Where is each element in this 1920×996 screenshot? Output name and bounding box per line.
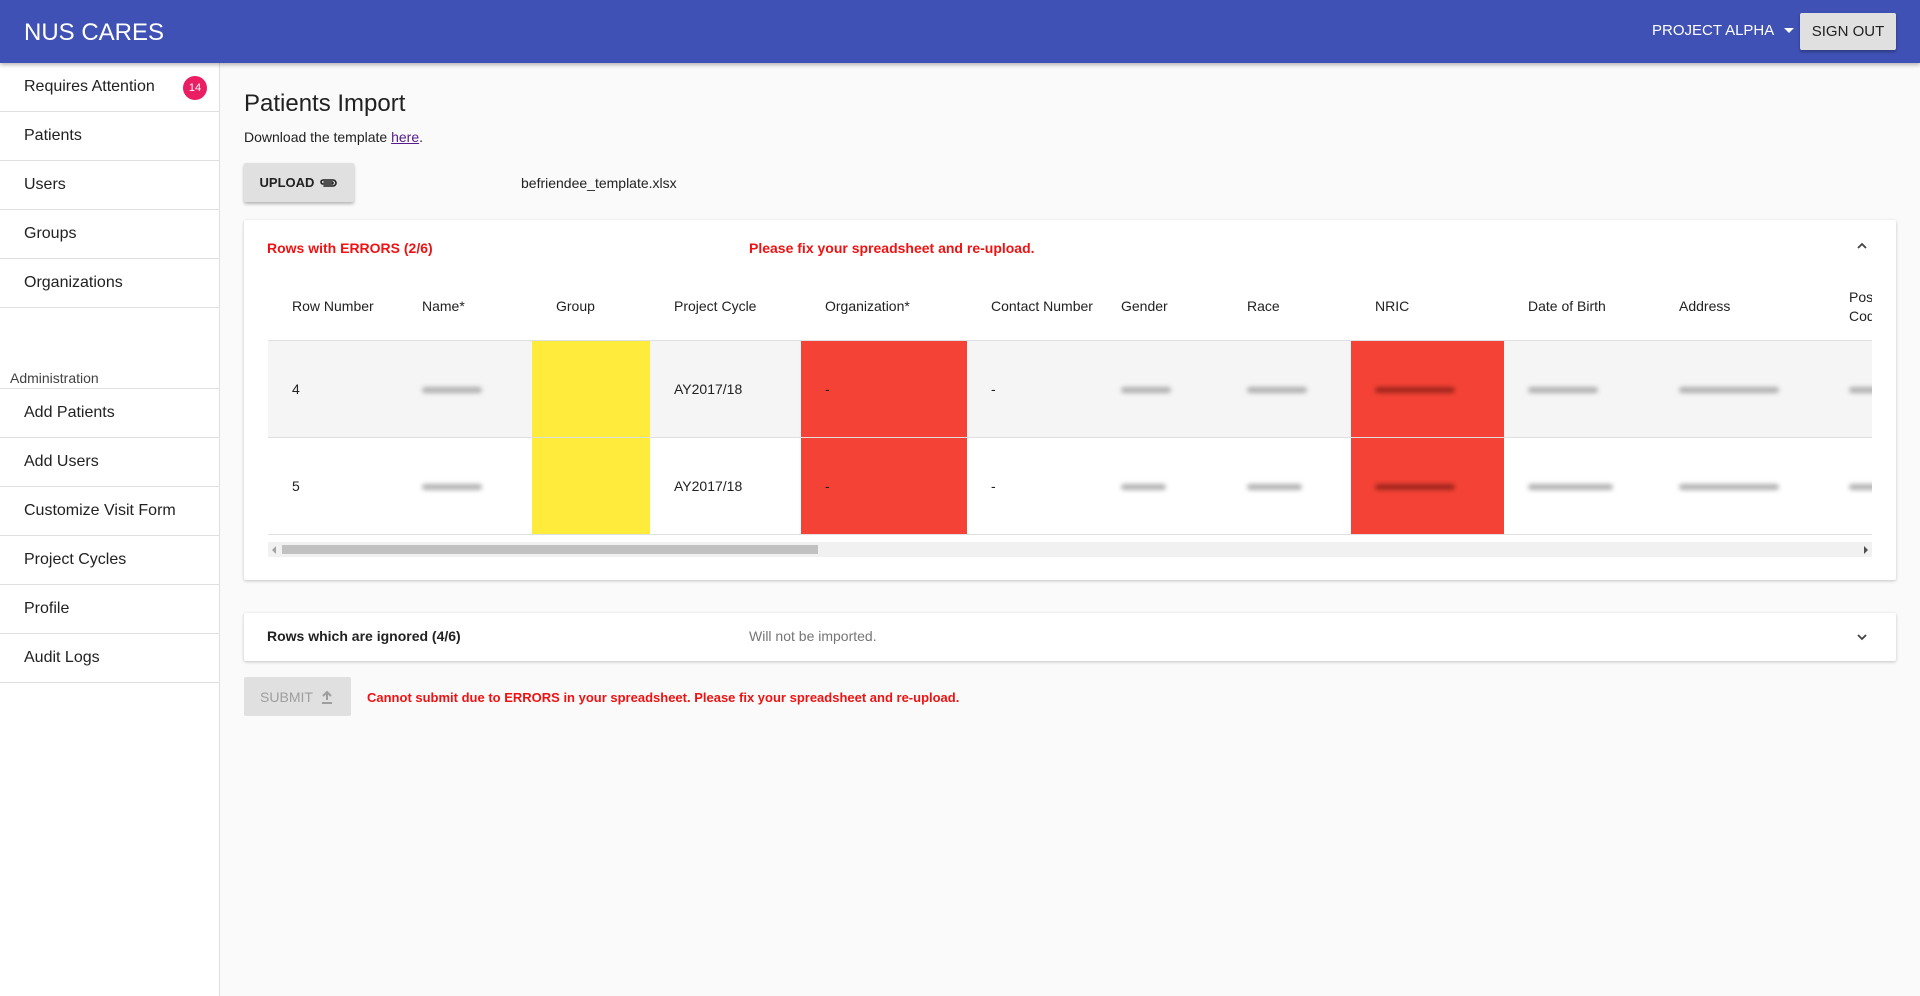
cell-postal-code-redacted [1825,437,1872,535]
project-selector[interactable]: PROJECT ALPHA [1652,22,1795,39]
page-title: Patients Import [244,90,406,117]
cell-group-warning [532,437,650,535]
sidebar-item-add-patients[interactable]: Add Patients [0,389,219,438]
cell-race-redacted [1223,340,1351,438]
cell-contact-number: - [967,340,1097,438]
col-header-date-of-birth: Date of Birth [1504,274,1655,341]
cell-project-cycle: AY2017/18 [650,437,801,535]
attention-count-badge: 14 [183,76,207,100]
sidebar-item-label: Users [24,176,66,193]
col-header-name: Name* [398,274,532,341]
errors-panel-message: Please fix your spreadsheet and re-uploa… [749,240,1035,256]
errors-panel-title[interactable]: Rows with ERRORS (2/6) [267,240,433,256]
horizontal-scrollbar[interactable] [268,542,1872,557]
sidebar-item-label: Audit Logs [24,649,100,666]
cell-address-redacted [1655,340,1825,438]
col-header-group: Group [532,274,650,341]
cell-name-redacted [398,437,532,535]
template-prefix: Download the template [244,129,392,145]
sidebar-item-label: Add Users [24,453,99,470]
sidebar-item-label: Organizations [24,274,123,291]
upload-button[interactable]: UPLOAD [244,163,354,202]
cell-name-redacted [398,340,532,438]
chevron-down-icon[interactable] [1856,631,1868,643]
errors-panel: Rows with ERRORS (2/6) Please fix your s… [244,220,1896,580]
sidebar-item-groups[interactable]: Groups [0,210,219,259]
cell-postal-code-redacted [1825,340,1872,438]
paperclip-icon [320,178,338,187]
template-download-text: Download the template here. [244,129,423,145]
sidebar-item-label: Patients [24,127,82,144]
col-header-contact-number: Contact Number [967,274,1097,341]
sidebar-item-requires-attention[interactable]: Requires Attention 14 [0,63,219,112]
sign-out-button[interactable]: SIGN OUT [1800,13,1896,50]
submit-button[interactable]: SUBMIT [244,677,351,716]
sidebar-item-patients[interactable]: Patients [0,112,219,161]
sidebar-item-label: Groups [24,225,77,242]
ignored-rows-panel[interactable]: Rows which are ignored (4/6) Will not be… [244,613,1896,661]
cell-gender-redacted [1097,437,1223,535]
table-row: 4 AY2017/18 - - [268,340,1872,438]
cell-address-redacted [1655,437,1825,535]
cell-row-number: 5 [268,437,398,535]
sidebar-item-organizations[interactable]: Organizations [0,259,219,308]
col-header-race: Race [1223,274,1351,341]
col-header-nric: NRIC [1351,274,1504,341]
col-header-postal-code: Postal Code [1825,274,1872,341]
sidebar-item-add-users[interactable]: Add Users [0,438,219,487]
cell-organization-error: - [801,437,967,535]
submit-button-label: SUBMIT [260,688,313,705]
sidebar-item-label: Requires Attention [24,78,155,95]
cell-nric-error [1351,340,1504,438]
errors-table: Row Number Name* Group Project Cycle Org… [268,274,1872,535]
project-selector-label: PROJECT ALPHA [1652,22,1775,39]
administration-subheader: Administration [0,365,219,389]
sidebar-item-label: Profile [24,600,70,617]
upload-button-label: UPLOAD [259,175,315,190]
col-header-gender: Gender [1097,274,1223,341]
cell-dob-redacted [1504,437,1655,535]
table-header-row: Row Number Name* Group Project Cycle Org… [268,274,1872,341]
ignored-panel-message: Will not be imported. [749,628,877,644]
errors-table-container[interactable]: Row Number Name* Group Project Cycle Org… [268,274,1872,554]
sidebar-item-label: Customize Visit Form [24,502,176,519]
uploaded-filename: befriendee_template.xlsx [521,175,677,191]
sidebar-item-label: Project Cycles [24,551,127,568]
cell-gender-redacted [1097,340,1223,438]
col-header-project-cycle: Project Cycle [650,274,801,341]
cell-contact-number: - [967,437,1097,535]
sidebar-item-customize-visit-form[interactable]: Customize Visit Form [0,487,219,536]
submit-error-message: Cannot submit due to ERRORS in your spre… [367,690,960,705]
cell-race-redacted [1223,437,1351,535]
app-title[interactable]: NUS CARES [24,19,165,46]
col-header-organization: Organization* [801,274,967,341]
upload-arrow-icon [321,690,332,704]
cell-row-number: 4 [268,340,398,438]
app-bar: NUS CARES PROJECT ALPHA SIGN OUT [0,0,1920,63]
cell-dob-redacted [1504,340,1655,438]
sidebar-item-label: Add Patients [24,404,115,421]
cell-group-warning [532,340,650,438]
sidebar-item-users[interactable]: Users [0,161,219,210]
cell-organization-error: - [801,340,967,438]
chevron-up-icon[interactable] [1856,240,1868,252]
sidebar-spacer [0,308,219,365]
caret-down-icon [1784,28,1795,33]
template-suffix: . [419,129,424,145]
ignored-panel-title[interactable]: Rows which are ignored (4/6) [267,628,461,644]
col-header-row-number: Row Number [268,274,398,341]
cell-nric-error [1351,437,1504,535]
col-header-address: Address [1655,274,1825,341]
scrollbar-thumb[interactable] [282,545,818,554]
cell-project-cycle: AY2017/18 [650,340,801,438]
template-download-link[interactable]: here [391,129,420,145]
sidebar-item-profile[interactable]: Profile [0,585,219,634]
scroll-right-arrow-icon[interactable] [1864,546,1868,554]
scroll-left-arrow-icon[interactable] [272,546,276,554]
sidebar-item-audit-logs[interactable]: Audit Logs [0,634,219,683]
table-row: 5 AY2017/18 - - [268,437,1872,535]
sidebar: Requires Attention 14 Patients Users Gro… [0,63,220,996]
sidebar-item-project-cycles[interactable]: Project Cycles [0,536,219,585]
